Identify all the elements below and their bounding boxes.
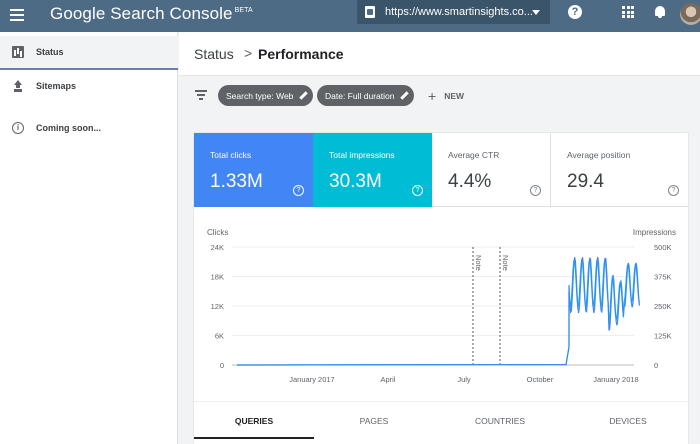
metric-label: Total impressions [329, 150, 395, 160]
info-icon: i [12, 122, 24, 134]
right-tick-label: 0 [654, 361, 658, 370]
metric-value: 4.4% [448, 171, 492, 192]
property-url: https://www.smartinsights.co... [385, 6, 533, 18]
metric-average-position[interactable]: Average position 29.4 ? [551, 133, 688, 207]
left-axis-ticks: 24K 18K 12K 6K 0 [211, 243, 224, 370]
sidebar-item-status[interactable]: Status [0, 36, 178, 70]
new-filter-button[interactable]: + NEW [428, 88, 464, 104]
filter-icon[interactable] [195, 90, 207, 100]
metric-average-ctr[interactable]: Average CTR 4.4% ? [432, 133, 551, 207]
help-icon[interactable]: ? [530, 185, 541, 196]
pencil-icon [400, 91, 409, 100]
sidebar-item-label: Status [36, 47, 64, 57]
chart-annotations: Note Note [472, 247, 510, 365]
tab-devices[interactable]: DEVICES [609, 416, 647, 426]
x-tick-label: January 2018 [593, 375, 638, 384]
status-icon [12, 46, 24, 58]
metric-value: 30.3M [329, 171, 382, 192]
breadcrumb-parent[interactable]: Status [194, 46, 234, 62]
apps-icon[interactable] [622, 6, 634, 18]
avatar[interactable] [680, 3, 700, 25]
sidebar: Status Sitemaps i Coming soon... [0, 32, 178, 444]
left-tick-label: 18K [211, 273, 224, 282]
metric-value: 1.33M [210, 171, 263, 192]
top-bar: Google Search Console BETA https://www.sm… [0, 0, 700, 32]
metric-value: 29.4 [567, 171, 604, 192]
property-icon [365, 6, 375, 18]
page-title: Performance [258, 46, 344, 62]
x-tick-label: April [380, 375, 395, 384]
menu-icon[interactable] [10, 9, 24, 21]
left-axis-title: Clicks [207, 228, 228, 237]
right-tick-label: 375K [654, 273, 672, 282]
chip-label: Date: Full duration [325, 90, 395, 101]
note-label: Note [501, 255, 510, 271]
date-chip[interactable]: Date: Full duration [317, 85, 415, 106]
help-icon[interactable]: ? [668, 185, 679, 196]
metric-total-clicks[interactable]: Total clicks 1.33M ? [194, 133, 313, 207]
dimension-tabs: QUERIES PAGES COUNTRIES DEVICES [194, 401, 688, 444]
pencil-icon [299, 91, 308, 100]
clicks-line [236, 256, 640, 366]
right-tick-label: 125K [654, 332, 672, 341]
tab-countries[interactable]: COUNTRIES [474, 416, 526, 426]
help-icon[interactable]: ? [568, 5, 582, 19]
upload-icon [12, 80, 24, 92]
bell-icon[interactable] [654, 5, 666, 18]
left-tick-label: 12K [211, 302, 224, 311]
app-title: Google Search Console BETA [50, 4, 253, 23]
new-filter-label: NEW [444, 91, 465, 101]
help-icon[interactable]: ? [293, 185, 304, 196]
search-type-chip[interactable]: Search type: Web [218, 85, 314, 106]
property-selector[interactable]: https://www.smartinsights.co... [357, 0, 550, 24]
right-axis-ticks: 500K 375K 250K 125K 0 [654, 243, 672, 370]
performance-chart: Clicks Impressions 24K 18K 12K 6K 0 500K 375K… [194, 221, 688, 391]
metric-total-impressions[interactable]: Total impressions 30.3M ? [313, 133, 432, 207]
active-tab-indicator [194, 437, 314, 439]
right-axis-title: Impressions [633, 228, 676, 237]
x-tick-label: July [457, 375, 471, 384]
right-tick-label: 250K [654, 302, 672, 311]
chevron-right-icon: > [244, 45, 253, 61]
chip-label: Search type: Web [226, 90, 294, 101]
chevron-down-icon [532, 10, 540, 15]
performance-card: Total clicks 1.33M ? Total impressions 3… [194, 133, 688, 444]
sidebar-item-label: Sitemaps [36, 81, 77, 91]
left-tick-label: 24K [211, 243, 224, 252]
x-axis-ticks: January 2017 April July October January 2018 [289, 375, 638, 384]
left-tick-label: 0 [220, 361, 224, 370]
metric-label: Average CTR [448, 150, 500, 160]
chart-svg: Clicks Impressions 24K 18K 12K 6K 0 500K 375K… [207, 228, 676, 384]
sidebar-item-coming-soon[interactable]: i Coming soon... [0, 111, 178, 145]
x-tick-label: October [527, 375, 554, 384]
right-tick-label: 500K [654, 243, 672, 252]
note-label: Note [474, 255, 483, 271]
tab-queries[interactable]: QUERIES [234, 416, 274, 426]
metric-label: Total clicks [210, 150, 252, 160]
breadcrumb: Status > Performance [179, 32, 700, 76]
sidebar-item-sitemaps[interactable]: Sitemaps [0, 69, 178, 103]
help-icon[interactable]: ? [412, 185, 423, 196]
left-tick-label: 6K [215, 332, 224, 341]
plus-icon: + [428, 88, 437, 104]
metric-label: Average position [567, 150, 631, 160]
x-tick-label: January 2017 [289, 375, 334, 384]
tab-pages[interactable]: PAGES [359, 416, 389, 426]
sidebar-item-label: Coming soon... [36, 123, 101, 133]
